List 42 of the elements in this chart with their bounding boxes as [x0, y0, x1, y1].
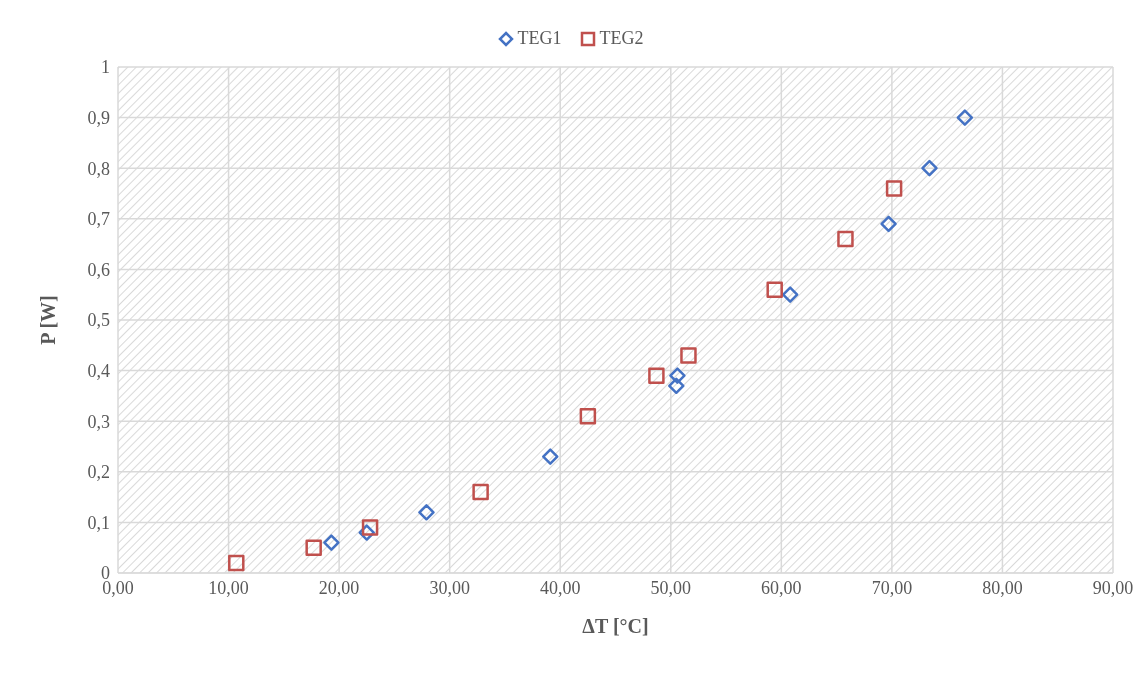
x-tick-label: 30,00 [429, 577, 470, 598]
y-tick-label: 0,1 [87, 512, 110, 533]
legend-label: TEG1 [516, 28, 562, 49]
point [921, 159, 938, 177]
x-tick-label: 60,00 [761, 577, 802, 598]
point [418, 504, 435, 521]
y-tick-label: 0,2 [87, 462, 110, 483]
x-tick-label: 70,00 [871, 577, 913, 598]
point [781, 286, 799, 303]
point [579, 407, 597, 425]
y-axis-title: P [W] [37, 295, 60, 345]
point [472, 483, 489, 501]
x-tick-label: 80,00 [982, 577, 1023, 598]
point [648, 367, 665, 384]
x-tick-label: 20,00 [318, 577, 360, 598]
point [837, 230, 854, 248]
point [669, 367, 686, 384]
legend-label: TEG2 [598, 28, 644, 49]
y-tick-label: 0,5 [87, 310, 110, 331]
point [228, 554, 245, 572]
point [766, 281, 783, 298]
x-tick-label: 50,00 [650, 577, 692, 598]
y-tick-label: 0,7 [87, 209, 110, 230]
y-tick-label: 0,3 [87, 411, 110, 432]
y-tick-label: 1 [101, 57, 110, 78]
x-axis-title: ΔT [°C] [582, 615, 649, 637]
y-tick-label: 0,9 [87, 107, 110, 128]
point [361, 519, 379, 536]
x-tick-label: 40,00 [539, 577, 581, 598]
y-tick-label: 0,4 [87, 360, 110, 381]
point [323, 534, 340, 551]
y-tick-label: 0,8 [87, 158, 110, 179]
point [305, 539, 322, 556]
point [680, 347, 697, 364]
x-tick-label: 10,00 [208, 577, 249, 598]
point [880, 215, 897, 233]
point [885, 180, 903, 197]
point [542, 448, 559, 465]
x-tick-label: 90,00 [1092, 577, 1134, 598]
point [956, 109, 974, 126]
y-tick-label: 0,6 [87, 259, 110, 280]
point [668, 377, 685, 395]
